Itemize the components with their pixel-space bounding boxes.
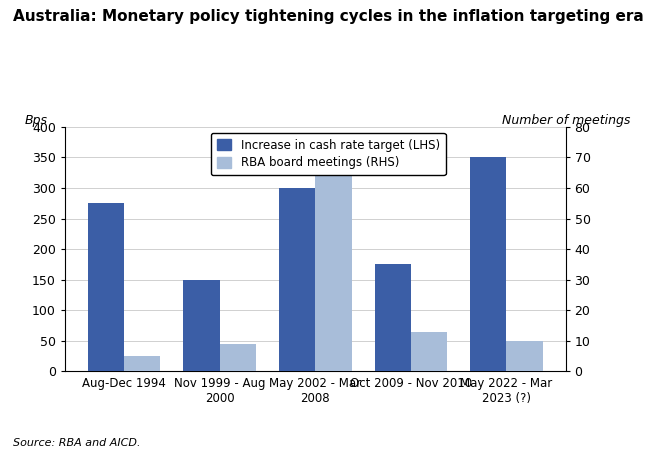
Text: Source: RBA and AICD.: Source: RBA and AICD.	[13, 439, 140, 448]
Text: Number of meetings: Number of meetings	[502, 114, 630, 127]
Bar	[470, 158, 506, 371]
Text: Australia: Monetary policy tightening cycles in the inflation targeting era: Australia: Monetary policy tightening cy…	[13, 9, 644, 24]
Bar	[183, 280, 220, 371]
Bar	[374, 265, 411, 371]
Bar	[124, 356, 161, 371]
Legend: Increase in cash rate target (LHS), RBA board meetings (RHS): Increase in cash rate target (LHS), RBA …	[211, 133, 446, 175]
Bar	[220, 344, 256, 371]
Bar	[279, 188, 315, 371]
Bar	[411, 332, 447, 371]
Bar	[506, 341, 543, 371]
Bar	[315, 173, 352, 371]
Bar	[88, 203, 124, 371]
Text: Bps: Bps	[25, 114, 48, 127]
